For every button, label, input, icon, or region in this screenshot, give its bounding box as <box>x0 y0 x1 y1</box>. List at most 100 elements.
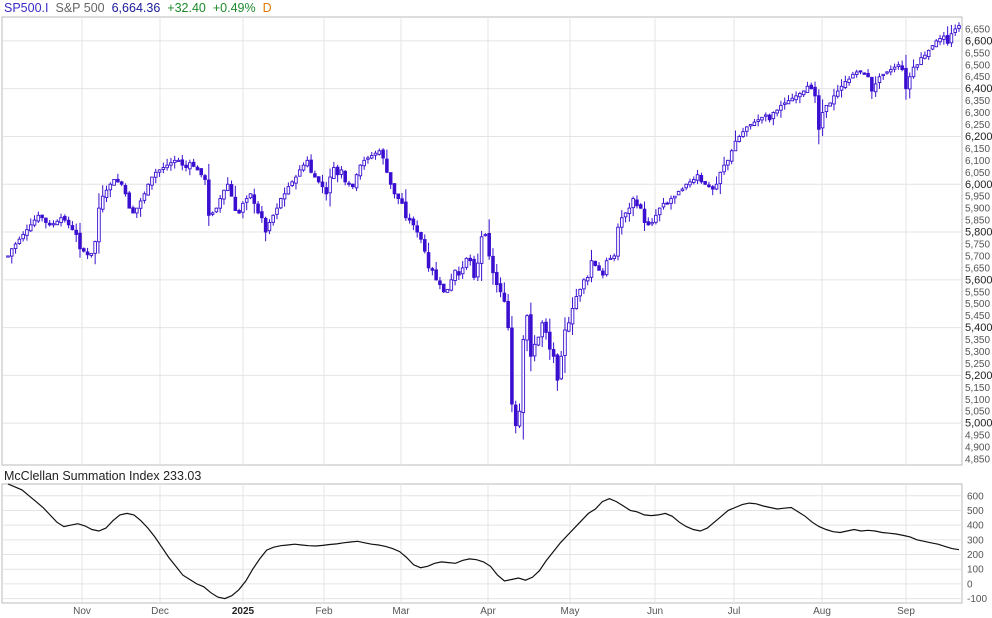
candle-body <box>851 73 855 79</box>
candle-body <box>654 214 658 223</box>
candle-body <box>938 38 942 43</box>
candle-body <box>604 260 609 276</box>
x-axis-label: May <box>561 606 580 617</box>
candle-body <box>63 215 67 221</box>
candle-body <box>263 217 268 233</box>
candle-body <box>434 269 438 281</box>
candle-body <box>593 260 598 266</box>
candle-body <box>483 233 488 237</box>
candle-body <box>369 155 374 159</box>
candle-body <box>919 57 923 65</box>
candle-body <box>430 268 435 271</box>
candle-body <box>669 198 673 204</box>
candle-body <box>930 45 935 50</box>
candle-body <box>862 72 867 75</box>
candle-body <box>203 175 207 180</box>
ticker-symbol[interactable]: SP500.I <box>4 1 49 15</box>
candle-body <box>275 207 279 215</box>
x-axis-label: Sep <box>897 606 915 617</box>
candle-body <box>222 189 226 200</box>
candle-body <box>472 258 476 278</box>
candle-body <box>923 54 927 59</box>
candle-body <box>188 162 192 170</box>
candle-body <box>597 265 601 271</box>
candle-body <box>763 114 768 117</box>
candle-body <box>953 28 957 33</box>
last-price: 6,664.36 <box>111 1 161 15</box>
candle-body <box>733 140 738 152</box>
price-y-tick-label: 4,950 <box>965 431 990 442</box>
indicator-title: McClellan Summation Index 233.03 <box>4 469 202 483</box>
candle-body <box>362 159 366 167</box>
candle-body <box>66 219 71 226</box>
candle-body <box>354 174 359 189</box>
candle-body <box>290 181 294 186</box>
price-y-tick-label: 5,000 <box>965 418 992 430</box>
indicator-y-tick-label: 600 <box>967 491 984 502</box>
candle-body <box>97 207 101 243</box>
candle-body <box>544 321 548 333</box>
candle-body <box>578 288 582 297</box>
price-y-tick-label: 5,700 <box>965 251 990 262</box>
candle-body <box>945 35 950 44</box>
candle-body <box>710 186 715 190</box>
price-y-tick-label: 5,250 <box>965 359 990 370</box>
candle-body <box>438 280 442 286</box>
candle-body <box>169 162 173 166</box>
candle-body <box>36 214 41 222</box>
candle-body <box>703 181 707 185</box>
candle-body <box>82 248 86 252</box>
price-y-tick-label: 4,900 <box>965 443 990 454</box>
price-y-tick-label: 6,300 <box>965 108 990 119</box>
candle-body <box>532 343 537 357</box>
candle-body <box>119 181 124 185</box>
candle-body <box>892 66 897 70</box>
candle-body <box>392 183 397 195</box>
candle-body <box>873 83 878 93</box>
price-y-tick-label: 6,600 <box>965 35 992 47</box>
price-y-tick-label: 5,600 <box>965 274 992 286</box>
indicator-panel-frame <box>1 483 963 604</box>
candle-body <box>70 225 75 231</box>
candle-body <box>366 157 370 160</box>
indicator-y-tick-label: 300 <box>967 535 984 546</box>
candle-body <box>59 217 63 224</box>
candle-body <box>563 329 567 356</box>
candle-body <box>752 121 757 127</box>
candle-body <box>714 183 719 190</box>
candle-body <box>585 276 590 282</box>
candle-body <box>47 222 52 226</box>
candle-body <box>870 76 874 92</box>
candle-body <box>839 85 844 91</box>
price-y-tick-label: 4,850 <box>965 455 990 466</box>
x-axis-label: Jun <box>647 606 663 617</box>
candle-body <box>786 100 791 105</box>
candle-body <box>347 182 351 185</box>
candle-body <box>748 124 753 127</box>
candle-body <box>21 233 25 240</box>
price-y-tick-label: 5,050 <box>965 407 990 418</box>
price-y-tick-label: 6,200 <box>965 131 992 143</box>
candle-body <box>85 251 90 256</box>
percent-change: +0.49% <box>212 1 256 15</box>
candle-body <box>468 257 473 262</box>
candle-body <box>453 269 457 281</box>
timeframe-label[interactable]: D <box>262 1 272 15</box>
candle-body <box>396 193 401 200</box>
candle-body <box>889 69 893 73</box>
price-y-tick-label: 6,550 <box>965 48 990 59</box>
candle-body <box>627 207 632 215</box>
price-y-tick-label: 6,050 <box>965 168 990 179</box>
candle-body <box>798 93 802 98</box>
candle-body <box>146 183 150 196</box>
candle-body <box>907 76 912 90</box>
price-y-tick-label: 5,550 <box>965 287 990 298</box>
candle-body <box>476 262 480 278</box>
candle-body <box>548 331 552 350</box>
summation-index-line <box>7 483 960 600</box>
candle-body <box>297 169 302 177</box>
candle-body <box>351 183 355 188</box>
price-y-tick-label: 6,350 <box>965 96 990 107</box>
instrument-name: S&P 500 <box>55 1 105 15</box>
